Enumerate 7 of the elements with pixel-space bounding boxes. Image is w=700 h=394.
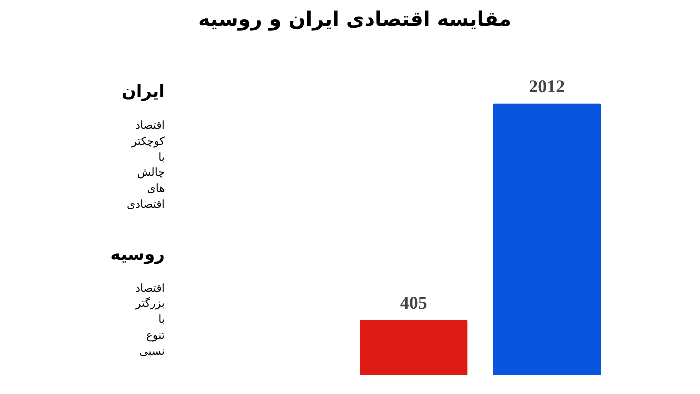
text: روسیه [110,244,165,266]
chart-title: مقایسه اقتصادی ایران و روسیه [197,6,513,33]
data-label: 405 [400,292,428,313]
text: ایران [122,81,165,104]
text: اقتصاد بزرگتر با تنوع نسبی [136,280,165,360]
text: اقتصاد کوچکتر با چالش های اقتصادی [126,118,165,212]
data-label: 2012 [529,76,566,96]
